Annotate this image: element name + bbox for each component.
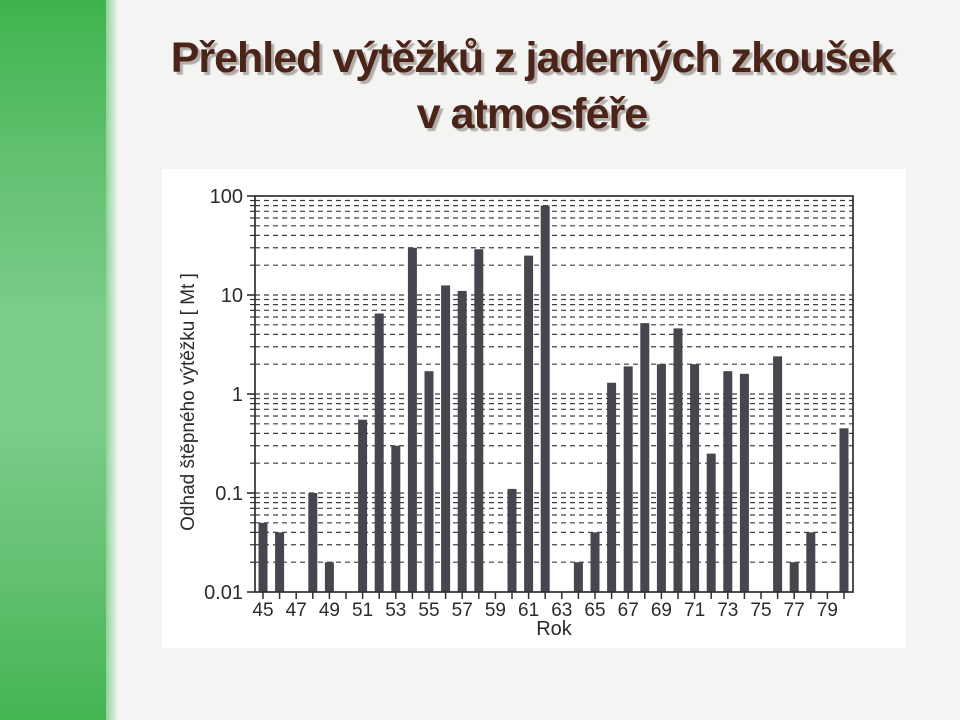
x-tick-label-51: 51	[352, 600, 373, 621]
y-tick-label-1: 1	[232, 384, 243, 406]
x-tick-label-53: 53	[385, 600, 406, 621]
bar-1957	[457, 290, 467, 592]
gridlines-group	[255, 199, 853, 563]
x-tick-label-79: 79	[817, 600, 838, 621]
x-tick-label-49: 49	[319, 600, 340, 621]
x-tick-label-47: 47	[286, 600, 307, 621]
bars-group	[258, 205, 849, 592]
chart-svg: 100 10 1 0.1 0.01 45 47 49 51 53 55 57 59 61 63 65 67 69 7…	[178, 186, 854, 640]
green-sidebar	[0, 0, 118, 720]
slide-title: Přehled výtěžků z jaderných zkoušek v at…	[112, 30, 952, 142]
bar-1970	[673, 328, 683, 592]
bar-1974	[739, 373, 749, 592]
bar-1978	[806, 532, 816, 592]
bar-1977	[789, 562, 799, 592]
x-axis-title: Rok	[536, 618, 573, 640]
bar-1980	[839, 428, 849, 592]
bar-1958	[474, 249, 484, 592]
x-tick-label-45: 45	[252, 600, 273, 621]
x-tick-label-61: 61	[518, 600, 539, 621]
y-tick-label-10: 10	[221, 285, 243, 307]
bar-1962	[540, 205, 550, 592]
bar-1945	[258, 522, 268, 592]
bar-1965	[590, 532, 600, 592]
bar-1968	[640, 323, 650, 592]
bar-1969	[656, 364, 666, 592]
x-tick-label-71: 71	[684, 600, 705, 621]
y-tick-label-100: 100	[210, 186, 243, 208]
bar-1973	[723, 371, 733, 592]
bar-1955	[424, 371, 434, 592]
bar-1961	[524, 255, 534, 592]
slide-title-line-2: v atmosféře	[416, 90, 648, 138]
bar-1966	[607, 382, 617, 592]
x-tick-label-67: 67	[618, 600, 639, 621]
x-tick-label-77: 77	[784, 600, 805, 621]
bar-1951	[358, 419, 368, 592]
x-tick-label-55: 55	[418, 600, 439, 621]
bar-1972	[706, 453, 716, 592]
x-tick-label-57: 57	[452, 600, 473, 621]
bar-1948	[308, 493, 318, 592]
bar-1976	[773, 356, 783, 592]
bar-1953	[391, 445, 401, 592]
bar-1960	[507, 488, 517, 592]
x-tick-label-69: 69	[651, 600, 672, 621]
bar-1952	[374, 313, 384, 592]
slide-title-line-1: Přehled výtěžků z jaderných zkoušek	[170, 34, 895, 82]
bar-1954	[407, 247, 417, 592]
axes-group	[247, 195, 854, 599]
x-tick-label-73: 73	[717, 600, 738, 621]
x-tick-label-59: 59	[485, 600, 506, 621]
bar-1967	[623, 366, 633, 592]
y-tick-label-0.01: 0.01	[204, 582, 243, 604]
tick-labels-group: 100 10 1 0.1 0.01 45 47 49 51 53 55 57 59 61 63 65 67 69 7…	[204, 186, 838, 621]
bar-1946	[275, 532, 285, 592]
y-axis-title: Odhad štěpného výtěžku [ Mt ]	[178, 273, 199, 531]
chart-scan-image: 100 10 1 0.1 0.01 45 47 49 51 53 55 57 59 61 63 65 67 69 7…	[162, 169, 906, 648]
x-tick-label-63: 63	[551, 600, 572, 621]
bar-1956	[441, 285, 451, 592]
bar-1964	[573, 562, 583, 592]
x-tick-label-65: 65	[584, 600, 605, 621]
bar-1971	[690, 364, 700, 592]
y-tick-label-0.1: 0.1	[215, 483, 243, 505]
x-tick-label-75: 75	[750, 600, 771, 621]
bar-1949	[324, 562, 334, 592]
